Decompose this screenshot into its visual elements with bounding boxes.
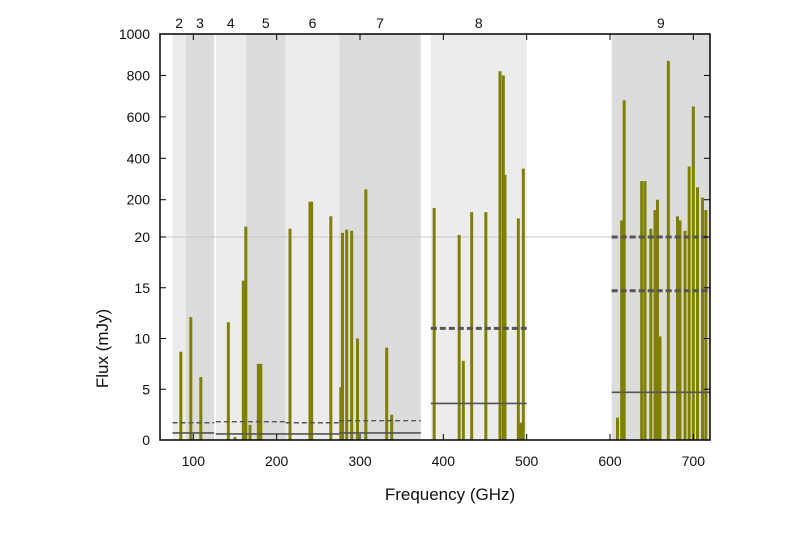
flux-bar	[484, 212, 488, 440]
band-label-5: 5	[262, 15, 270, 31]
x-tick-label: 200	[265, 453, 289, 469]
flux-bar	[189, 317, 193, 440]
flux-bar	[364, 189, 368, 440]
y-tick-label: 1000	[119, 26, 150, 42]
flux-bar	[226, 322, 230, 440]
band-label-9: 9	[657, 15, 665, 31]
flux-bar	[622, 100, 626, 441]
x-tick-label: 100	[182, 453, 206, 469]
flux-bar	[501, 75, 505, 440]
band-label-4: 4	[227, 15, 235, 31]
flux-bar	[683, 230, 687, 440]
band-label-3: 3	[196, 15, 204, 31]
flux-bar	[244, 226, 248, 440]
y-tick-label: 5	[142, 381, 150, 397]
x-axis-title: Frequency (GHz)	[385, 485, 515, 504]
flux-bar	[691, 106, 695, 440]
flux-bar	[640, 181, 644, 441]
flux-bar	[653, 210, 657, 440]
flux-bar	[432, 208, 436, 440]
flux-bar	[649, 228, 653, 440]
flux-bar	[329, 216, 333, 440]
y-axis-title: Flux (mJy)	[93, 309, 112, 388]
flux-bar	[498, 71, 502, 441]
flux-bar	[701, 197, 704, 440]
flux-bar	[678, 220, 682, 440]
flux-bar	[390, 414, 394, 440]
flux-bar	[241, 280, 245, 440]
flux-bar	[259, 363, 263, 440]
y-tick-label: 800	[127, 67, 151, 83]
flux-bar	[179, 351, 183, 440]
flux-bar	[620, 220, 624, 440]
y-tick-label: 200	[127, 192, 151, 208]
flux-bar	[345, 229, 349, 440]
y-tick-label: 15	[134, 280, 150, 296]
y-tick-label: 400	[127, 150, 151, 166]
sensitivity-lines	[172, 235, 710, 435]
flux-bar	[339, 387, 343, 440]
x-tick-label: 300	[348, 453, 372, 469]
flux-bar	[521, 168, 525, 440]
y-tick-label: 10	[134, 331, 150, 347]
flux-bar	[658, 336, 662, 440]
y-tick-label: 600	[127, 109, 151, 125]
flux-bar	[616, 417, 619, 440]
flux-bar	[288, 228, 292, 440]
band-label-6: 6	[309, 15, 317, 31]
flux-bar	[519, 422, 523, 440]
flux-bar	[356, 338, 359, 440]
band-label-2: 2	[175, 15, 183, 31]
band-label-7: 7	[376, 15, 384, 31]
flux-bar	[516, 218, 520, 440]
x-tick-label: 400	[432, 453, 456, 469]
band-label-8: 8	[475, 15, 483, 31]
flux-bar	[687, 166, 691, 441]
axis-ticks: 100 200 300 400 500 600 700 0 5 10 15 20 200 400 600 80…	[119, 26, 710, 469]
flux-bar	[656, 199, 659, 440]
flux-bar	[385, 347, 389, 440]
flux-bar	[461, 360, 465, 440]
flux-bar	[350, 230, 354, 440]
flux-bar	[341, 232, 344, 440]
y-tick-label: 0	[142, 432, 150, 448]
flux-bar	[704, 210, 708, 440]
flux-bar	[199, 377, 203, 440]
flux-bar	[503, 174, 507, 440]
plot-area: 100 200 300 400 500 600 700 0 5 10 15 20 200 400 600 80…	[119, 15, 711, 469]
flux-bar	[643, 181, 647, 441]
flux-bar	[696, 187, 699, 440]
flux-bars	[179, 60, 708, 441]
flux-bar	[457, 234, 461, 440]
flux-bar	[233, 436, 237, 440]
flux-bar	[256, 363, 260, 440]
x-tick-label: 600	[598, 453, 622, 469]
flux-bar	[470, 212, 474, 440]
flux-bar	[248, 424, 252, 440]
x-tick-label: 700	[682, 453, 706, 469]
flux-bar	[666, 60, 670, 441]
flux-bar	[310, 201, 314, 440]
x-tick-label: 500	[515, 453, 539, 469]
flux-bar	[308, 201, 312, 440]
y-tick-label: 20	[134, 229, 150, 245]
flux-bar	[676, 216, 679, 440]
